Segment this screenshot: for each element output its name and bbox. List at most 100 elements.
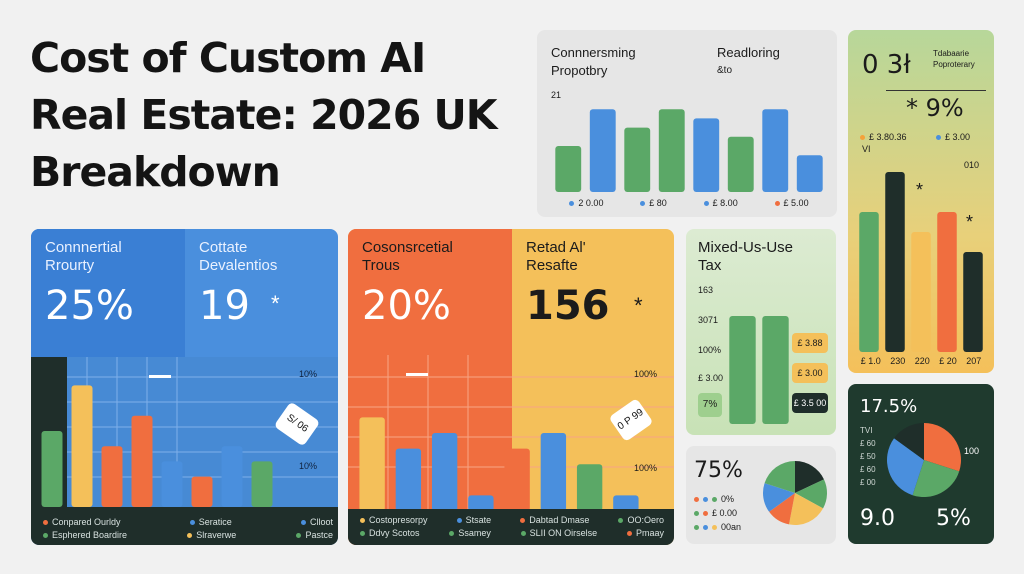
right-tall-mark: * 9% xyxy=(906,94,964,122)
pie-card-big: 75% xyxy=(694,458,743,483)
pie-slice xyxy=(789,493,824,525)
bar xyxy=(911,232,931,352)
legend-item: Pastce xyxy=(296,530,333,540)
right-tall-star-1: * xyxy=(916,180,924,200)
pie-card-chart xyxy=(763,461,827,525)
bar xyxy=(504,448,530,511)
green-card-y-label: 163 xyxy=(698,285,714,295)
legend-item: SLII ON Oirselse xyxy=(520,528,597,538)
pie-slice xyxy=(924,423,961,472)
orange-card: Cosonsrcetial Trous Retad Al' Resafte 20… xyxy=(348,229,674,545)
orange-card-bar-chart xyxy=(359,417,639,511)
legend-item: OO:Oero xyxy=(618,515,664,525)
blue-card-dash xyxy=(149,375,171,378)
blue-card-label-right: Cottate Devalentios xyxy=(199,239,278,274)
bar xyxy=(963,252,983,352)
legend-item: Dabtad Dmase xyxy=(520,515,589,525)
right-tall-side-label-1: VI xyxy=(862,144,871,154)
dark-card-big-top: 17.5% xyxy=(860,396,918,417)
green-card-tag: £ 3.00 xyxy=(792,363,828,383)
bar xyxy=(937,212,957,352)
pie-slice xyxy=(769,493,795,525)
top-bar-chart xyxy=(555,109,823,192)
legend-item: £ 5.00 xyxy=(774,198,809,208)
green-card: Mixed-Us-Use Tax 163 3071 100% £ 3.00 7%… xyxy=(686,229,836,435)
orange-card-label-left: Cosonsrcetial Trous xyxy=(362,239,453,274)
blue-card-bar-chart xyxy=(41,385,273,507)
bar xyxy=(359,417,385,511)
orange-card-star: * xyxy=(634,293,643,318)
blue-card-big-left: 25% xyxy=(45,283,134,329)
orange-card-legend-bg xyxy=(348,509,674,545)
legend-item: Stsate xyxy=(456,515,491,525)
x-tick-label: £ 1.0 xyxy=(860,356,881,366)
bar xyxy=(161,461,183,507)
bar xyxy=(796,155,823,192)
pie-slice xyxy=(795,461,824,493)
bar xyxy=(555,146,582,192)
top-card-axis-label: 21 xyxy=(551,90,562,100)
dark-card-side: TVI £ 60 £ 50 £ 60 £ 00 xyxy=(860,426,876,487)
right-tall-x-labels: £ 1.0 230 220 £ 20 207 xyxy=(856,356,986,366)
right-tall-bar-chart xyxy=(859,172,983,352)
orange-card-pct-top: 100% xyxy=(634,369,658,379)
top-card-label-left: Connnersming Propotbry xyxy=(551,45,636,78)
bar xyxy=(395,448,422,511)
orange-card-pct-bottom: 100% xyxy=(634,463,658,473)
bar xyxy=(859,212,879,352)
legend-item: Esphered Boardire xyxy=(43,530,127,540)
bar xyxy=(41,431,63,507)
right-tall-star-2: * xyxy=(966,212,974,232)
bar xyxy=(624,127,651,192)
bar xyxy=(251,461,273,507)
orange-card-label-right: Retad Al' Resafte xyxy=(526,239,586,274)
pie-slice xyxy=(887,438,924,496)
bar xyxy=(727,136,754,192)
bar xyxy=(540,433,567,511)
legend-item: Slraverwe xyxy=(187,530,236,540)
x-tick-label: 207 xyxy=(966,356,982,366)
pie-card: 75% 0% £ 0.00 00an xyxy=(686,446,836,544)
title-line-2: Real Estate: 2026 UK xyxy=(30,91,498,139)
bar xyxy=(729,316,756,424)
right-tall-card: 0 3ł Tdabaarie Poproterary * 9% £ 3.80.3… xyxy=(848,30,994,373)
right-tall-side-label-2: 010 xyxy=(964,160,980,170)
x-tick-label: 230 xyxy=(890,356,906,366)
bar xyxy=(71,385,93,507)
right-tall-big: 0 3ł xyxy=(862,50,911,80)
green-card-y-label: 3071 xyxy=(698,315,719,325)
right-tall-note: Tdabaarie Poproterary xyxy=(933,49,975,69)
top-bar-card: Connnersming Propotbry Readloring &to 21… xyxy=(537,30,837,217)
pie-slice xyxy=(894,423,924,460)
bar xyxy=(131,415,153,507)
green-card-y-label: 7% xyxy=(698,393,722,417)
green-card-y-label: £ 3.00 xyxy=(698,373,724,383)
page-title: Cost of Custom AI Real Estate: 2026 UK B… xyxy=(30,30,530,201)
blue-card-legend: Conpared Ourldy Seratice Clloot Esphered… xyxy=(43,517,333,540)
legend-item: £ 0.00 xyxy=(694,506,741,520)
bar xyxy=(885,172,905,352)
bar xyxy=(762,109,789,192)
dark-card-right-label: 100 xyxy=(964,446,980,456)
title-line-1: Cost of Custom AI xyxy=(30,34,426,82)
right-tall-legend-1: £ 3.80.36 xyxy=(860,132,907,142)
orange-card-big-right: 156 xyxy=(526,283,610,329)
blue-card-label-left: Connnertial Rrourty xyxy=(45,239,122,274)
blue-card-star: * xyxy=(271,291,280,316)
legend-item: Ssamey xyxy=(449,528,491,538)
blue-card-pct-top: 10% xyxy=(299,369,318,379)
legend-item: 0% xyxy=(694,492,741,506)
blue-card-header-left xyxy=(31,229,185,359)
green-card-tag: £ 3.88 xyxy=(792,333,828,353)
bar xyxy=(191,476,213,507)
right-tall-divider xyxy=(886,90,986,91)
green-card-title: Mixed-Us-Use Tax xyxy=(698,239,794,274)
dark-card: 17.5% TVI £ 60 £ 50 £ 60 £ 00 100 9.0 5% xyxy=(848,384,994,544)
bar xyxy=(658,109,685,192)
top-card-legend: 2 0.00 £ 80 £ 8.00 £ 5.00 xyxy=(551,198,827,208)
dark-card-big-bottom-right: 5% xyxy=(936,506,971,531)
right-tall-legend-2: £ 3.00 xyxy=(936,132,970,142)
legend-item: 2 0.00 xyxy=(569,198,603,208)
blue-card: Connnertial Rrourty Cottate Devalentios … xyxy=(31,229,338,545)
orange-card-legend: Costopresorpy Stsate Dabtad Dmase OO:Oer… xyxy=(360,515,664,538)
